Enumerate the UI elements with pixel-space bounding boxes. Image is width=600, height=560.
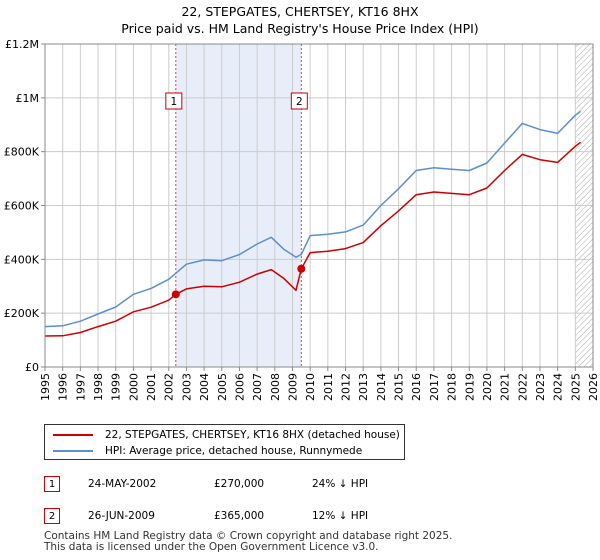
transaction-date: 26-JUN-2009 (88, 510, 155, 522)
x-tick-label: 2022 (516, 373, 529, 401)
legend-label-property: 22, STEPGATES, CHERTSEY, KT16 8HX (detac… (105, 429, 400, 441)
legend-item-hpi: HPI: Average price, detached house, Runn… (53, 443, 362, 459)
transaction-price: £365,000 (214, 510, 265, 522)
x-tick-label: 2008 (269, 373, 282, 401)
transaction-label-box (290, 92, 308, 110)
x-tick-label: 2004 (198, 373, 211, 401)
axes-layer: £0 £200K £400K £600K £800K £1M £1.2M 1995 1996 19… (4, 38, 600, 401)
x-tick-label: 2003 (180, 373, 193, 401)
x-tick-label: 2016 (410, 373, 423, 401)
transaction-point (297, 264, 306, 273)
x-tick-label: 2020 (481, 373, 494, 401)
chart-title-line1: 22, STEPGATES, CHERTSEY, KT16 8HX (181, 4, 419, 19)
table-row: 2 26-JUN-2009 £365,000 12% ↓ HPI (44, 508, 464, 526)
y-tick-label: £600K (4, 200, 40, 213)
legend-item-property: 22, STEPGATES, CHERTSEY, KT16 8HX (detac… (53, 427, 400, 443)
x-tick-label: 2025 (569, 373, 582, 401)
transaction-date: 24-MAY-2002 (88, 478, 157, 490)
x-tick-label: 2021 (499, 373, 512, 401)
transaction-label-box (165, 92, 183, 110)
x-tick-label: 2010 (304, 373, 317, 401)
x-tick-label: 2017 (428, 373, 441, 401)
x-tick-label: 1998 (92, 373, 105, 401)
x-tick-label: 1999 (110, 373, 123, 401)
hpi-line (44, 110, 582, 328)
x-tick-label: 2012 (340, 373, 353, 401)
y-tick-label: £800K (4, 146, 40, 159)
y-tick-label: £0 (25, 361, 39, 374)
x-tick-label: 2023 (534, 373, 547, 401)
x-tick-label: 2007 (251, 373, 264, 401)
x-tick-label: 1995 (39, 373, 52, 401)
x-tick-label: 1997 (74, 373, 87, 401)
transaction-label: 1 (170, 96, 177, 108)
legend: 22, STEPGATES, CHERTSEY, KT16 8HX (detac… (44, 424, 405, 460)
transaction-number-badge: 1 (44, 476, 60, 492)
transaction-point (171, 290, 180, 299)
x-tick-label: 2019 (463, 373, 476, 401)
table-row: 1 24-MAY-2002 £270,000 24% ↓ HPI (44, 476, 464, 494)
legend-label-hpi: HPI: Average price, detached house, Runn… (105, 445, 363, 457)
x-tick-label: 2009 (286, 373, 299, 401)
transaction-label: 2 (296, 96, 303, 108)
footer-attribution: Contains HM Land Registry data © Crown c… (44, 531, 452, 553)
x-tick-label: 2011 (322, 373, 335, 401)
x-tick-label: 2014 (375, 373, 388, 401)
x-tick-label: 2000 (127, 373, 140, 401)
y-tick-label: £400K (4, 253, 40, 266)
x-tick-label: 2026 (587, 373, 600, 401)
legend-swatch-hpi (53, 450, 93, 452)
legend-swatch-property (53, 434, 93, 436)
chart-title: 22, STEPGATES, CHERTSEY, KT16 8HX Price … (0, 3, 600, 37)
x-tick-label: 2005 (216, 373, 229, 401)
y-tick-label: £1.2M (5, 38, 39, 51)
x-tick-label: 2006 (233, 373, 246, 401)
x-tick-label: 2015 (393, 373, 406, 401)
x-tick-label: 1996 (57, 373, 70, 401)
x-tick-label: 2002 (163, 373, 176, 401)
x-tick-label: 2001 (145, 373, 158, 401)
footer-line2: This data is licensed under the Open Gov… (44, 541, 379, 553)
transaction-number-badge: 2 (44, 508, 60, 524)
chart-title-line2: Price paid vs. HM Land Registry's House … (121, 21, 479, 36)
x-tick-label: 2018 (446, 373, 459, 401)
x-tick-label: 2024 (552, 373, 565, 401)
footer-line1: Contains HM Land Registry data © Crown c… (44, 530, 453, 542)
transaction-hpi-diff: 12% ↓ HPI (312, 510, 369, 522)
transaction-hpi-diff: 24% ↓ HPI (312, 478, 369, 490)
y-tick-label: £200K (4, 307, 40, 320)
x-tick-label: 2013 (357, 373, 370, 401)
y-tick-label: £1M (16, 92, 40, 105)
transaction-price: £270,000 (214, 478, 265, 490)
